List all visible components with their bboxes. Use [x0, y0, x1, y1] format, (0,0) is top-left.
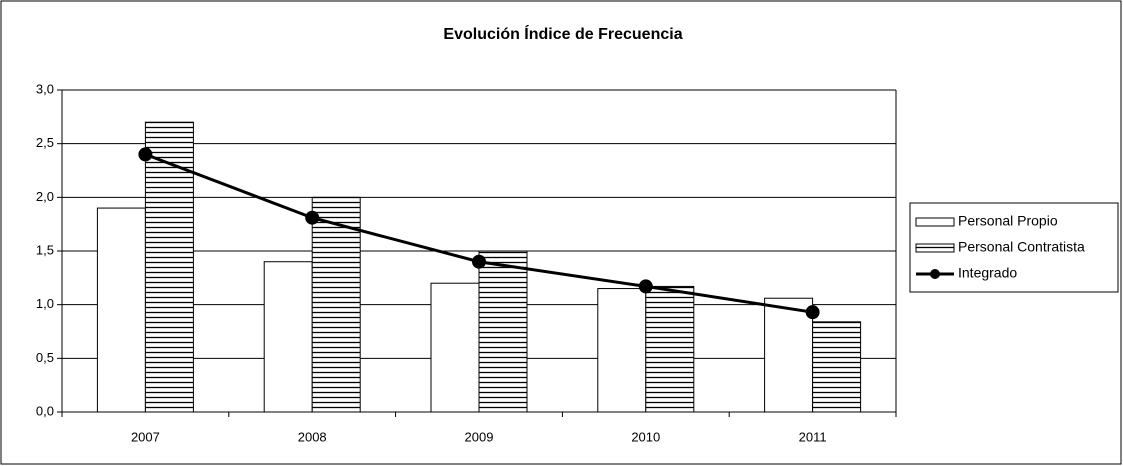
- x-tick-label: 2009: [465, 429, 494, 444]
- y-tick-label: 2,5: [36, 135, 54, 150]
- marker: [638, 279, 653, 294]
- x-tick-label: 2007: [131, 429, 160, 444]
- bar: [263, 261, 313, 413]
- chart-title: Evolución Índice de Frecuencia: [443, 24, 682, 43]
- legend-label: Personal Propio: [958, 213, 1058, 229]
- bar: [430, 282, 480, 413]
- bar: [144, 121, 194, 413]
- marker: [138, 147, 153, 162]
- marker: [472, 254, 486, 269]
- y-tick-label: 2,0: [36, 189, 54, 204]
- marker: [305, 210, 320, 225]
- legend-label: Personal Contratista: [958, 239, 1085, 255]
- bar: [645, 285, 695, 413]
- bar: [812, 321, 862, 413]
- y-tick-label: 1,0: [36, 296, 54, 311]
- bar: [764, 297, 814, 413]
- bar: [597, 288, 647, 413]
- y-tick-label: 0,0: [36, 403, 54, 418]
- x-tick-label: 2011: [799, 429, 827, 444]
- legend-swatch: [915, 217, 955, 227]
- marker: [805, 305, 820, 320]
- y-tick-label: 3,0: [36, 81, 54, 96]
- bar: [311, 196, 361, 413]
- y-tick-label: 1,5: [36, 242, 54, 257]
- bar: [478, 250, 528, 413]
- bar: [96, 207, 146, 413]
- x-tick-label: 2008: [298, 429, 327, 444]
- x-tick-label: 2010: [631, 429, 660, 444]
- legend-label: Integrado: [958, 265, 1017, 281]
- legend-marker: [930, 269, 940, 279]
- legend-swatch: [915, 243, 955, 253]
- y-tick-label: 0,5: [36, 350, 54, 365]
